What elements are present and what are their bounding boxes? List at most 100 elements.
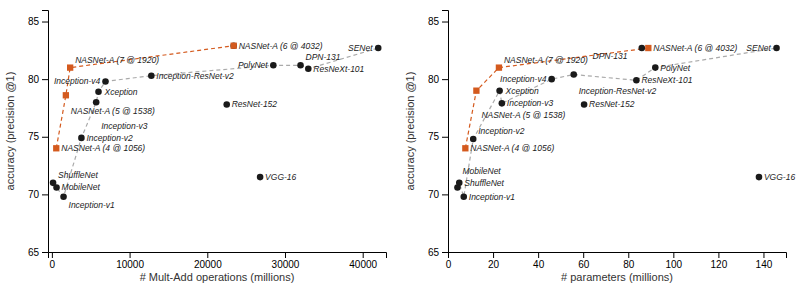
- circle-point: [638, 45, 645, 52]
- y-tick-label: 80: [428, 74, 440, 85]
- x-tick-label: 40000: [349, 259, 377, 270]
- point-label: PolyNet: [660, 63, 690, 73]
- point-label: Xception: [104, 87, 138, 97]
- point-label: NASNet-A (5 @ 1538): [481, 110, 565, 120]
- point-label: ShuffleNet: [464, 178, 504, 188]
- x-axis-title: # Mult-Add operations (millions): [140, 271, 295, 283]
- y-tick-label: 75: [428, 131, 440, 142]
- y-tick-label: 85: [428, 16, 440, 27]
- x-tick: 10000: [116, 252, 144, 270]
- y-tick-mark: [442, 79, 448, 80]
- square-point: [473, 88, 479, 94]
- point-label: PolyNet: [238, 60, 268, 70]
- square-point: [231, 43, 237, 49]
- plot-area: [50, 42, 382, 200]
- x-tick: 20000: [194, 252, 222, 270]
- y-tick-mark: [442, 252, 448, 253]
- circle-point: [223, 101, 230, 108]
- y-tick: 85: [428, 16, 448, 27]
- y-tick-mark: [442, 194, 448, 195]
- x-tick-mark: [207, 252, 208, 258]
- circle-point: [53, 184, 60, 191]
- circle-point: [375, 45, 382, 52]
- x-tick-mark: [718, 252, 719, 258]
- circle-point: [102, 78, 109, 85]
- x-tick-label: 30000: [272, 259, 300, 270]
- y-tick-mark: [42, 22, 48, 23]
- circle-point: [581, 101, 588, 108]
- y-tick-label: 75: [28, 131, 40, 142]
- circle-point: [570, 71, 577, 78]
- x-tick-label: 60: [578, 259, 590, 270]
- x-tick-label: 10000: [116, 259, 144, 270]
- x-tick: 100: [665, 252, 682, 270]
- point-label: DPN-131: [306, 52, 341, 62]
- point-label: ResNeXt-101: [313, 64, 364, 74]
- y-tick: 80: [428, 74, 448, 85]
- point-label: Inception-v1: [469, 192, 516, 202]
- x-tick-mark: [763, 252, 764, 258]
- x-tick-label: 100: [665, 259, 682, 270]
- y-axis-title: accuracy (precision @1): [4, 72, 16, 191]
- x-tick: 20: [488, 252, 500, 270]
- y-tick-mark: [442, 22, 448, 23]
- x-axis: 020406080100120140: [446, 252, 787, 270]
- y-tick-label: 85: [28, 16, 40, 27]
- y-tick: 85: [28, 16, 48, 27]
- square-point: [63, 92, 69, 98]
- x-tick-mark: [493, 252, 494, 258]
- point-label: Inception-v2: [86, 133, 133, 143]
- x-tick-mark: [538, 252, 539, 258]
- square-point: [67, 64, 73, 70]
- point-label: Inception-v4: [54, 76, 101, 86]
- x-tick: 140: [756, 252, 773, 270]
- point-label: Inception-ResNet-v2: [579, 86, 657, 96]
- y-tick-mark: [42, 194, 48, 195]
- point-label: Inception-v3: [507, 98, 554, 108]
- point-label: Inception-v1: [69, 200, 116, 210]
- line: [465, 48, 648, 148]
- x-tick: 30000: [272, 252, 300, 270]
- point-label: Inception-v2: [478, 126, 525, 136]
- circle-point: [470, 136, 477, 143]
- circle-point: [297, 62, 304, 69]
- circle-point: [230, 42, 237, 49]
- x-tick: 80: [623, 252, 635, 270]
- x-tick: 0: [446, 252, 452, 270]
- x-tick-mark: [363, 252, 364, 258]
- square-point: [645, 45, 651, 51]
- point-label: VGG-16: [764, 172, 795, 182]
- x-tick: 120: [711, 252, 728, 270]
- point-label: NASNet-A (4 @ 1056): [61, 143, 145, 153]
- y-tick: 80: [28, 74, 48, 85]
- x-tick: 60: [578, 252, 590, 270]
- y-tick: 75: [28, 131, 48, 142]
- point-label: ShuffleNet: [58, 170, 98, 180]
- y-tick: 70: [28, 189, 48, 200]
- x-axis-title: # parameters (millions): [561, 271, 673, 283]
- x-tick-mark: [130, 252, 131, 258]
- x-tick-label: 20000: [194, 259, 222, 270]
- point-label: NASNet-A (6 @ 4032): [653, 43, 737, 53]
- x-tick-mark: [583, 252, 584, 258]
- circle-point: [93, 99, 100, 106]
- labels: DPN-131NASNet-A (4 @ 1056)NASNet-A (5 @ …: [462, 43, 795, 202]
- circle-point: [499, 100, 506, 107]
- x-tick: 40000: [349, 252, 377, 270]
- y-tick-label: 70: [428, 189, 440, 200]
- y-tick-mark: [42, 79, 48, 80]
- x-axis-line: [449, 253, 787, 259]
- point-label: Inception-ResNet-v2: [156, 71, 234, 81]
- x-tick-label: 140: [756, 259, 773, 270]
- panel: 0 10000 20000 30000 40000 65 70 75 80 85 # Mult-Ad…: [4, 11, 387, 284]
- circle-point: [633, 77, 640, 84]
- y-tick: 65: [28, 247, 48, 258]
- circle-point: [460, 193, 467, 200]
- point-label: VGG-16: [265, 172, 296, 182]
- point-label: SENet: [348, 43, 373, 53]
- point-label: MobileNet: [62, 182, 101, 192]
- circle-point: [773, 45, 780, 52]
- line: [56, 46, 233, 149]
- point-label: NASNet-A (4 @ 1056): [470, 143, 554, 153]
- x-tick-label: 0: [50, 259, 56, 270]
